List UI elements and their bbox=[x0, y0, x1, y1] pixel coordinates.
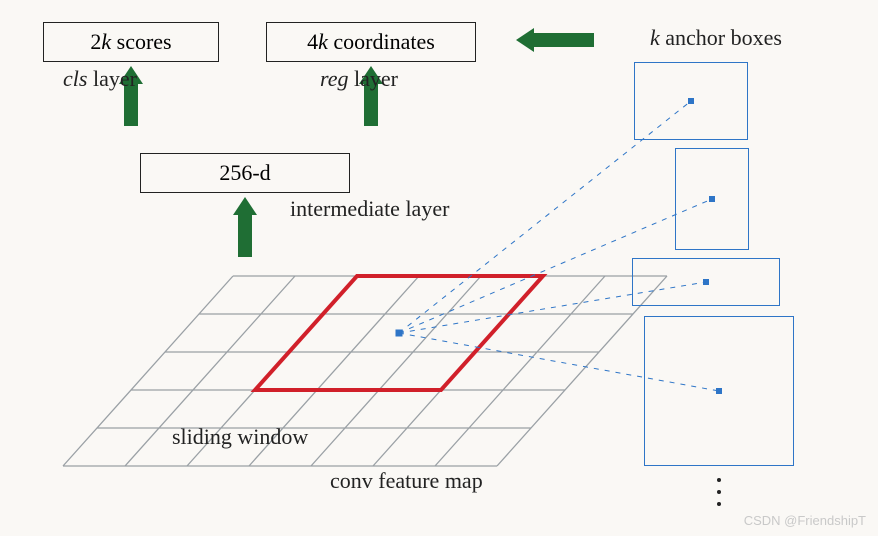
intermediate-layer-label: intermediate layer bbox=[290, 196, 449, 222]
intermediate-box: 256-d bbox=[140, 153, 350, 193]
reg-coord-box: 4k coordinates bbox=[266, 22, 476, 62]
ellipsis-dot bbox=[717, 490, 721, 494]
reg-coord-text: 4k coordinates bbox=[307, 29, 435, 55]
anchor-center-dot bbox=[709, 196, 715, 202]
anchor-center-dot bbox=[716, 388, 722, 394]
reg-layer-label: reg layer bbox=[320, 66, 398, 92]
ellipsis-dot bbox=[717, 502, 721, 506]
conv-map-label: conv feature map bbox=[330, 468, 483, 494]
intermediate-text: 256-d bbox=[219, 160, 270, 186]
cls-score-box: 2k scores bbox=[43, 22, 219, 62]
ellipsis-dot bbox=[717, 478, 721, 482]
sliding-window-label: sliding window bbox=[172, 424, 308, 450]
cls-layer-label: cls layer bbox=[63, 66, 137, 92]
anchor-title-label: k anchor boxes bbox=[650, 25, 782, 51]
anchor-center-dot bbox=[703, 279, 709, 285]
anchor-center-dot bbox=[688, 98, 694, 104]
cls-score-text: 2k scores bbox=[90, 29, 171, 55]
watermark: CSDN @FriendshipT bbox=[744, 513, 866, 528]
diagram-stage: 2k scores 4k coordinates 256-d cls layer… bbox=[0, 0, 878, 536]
